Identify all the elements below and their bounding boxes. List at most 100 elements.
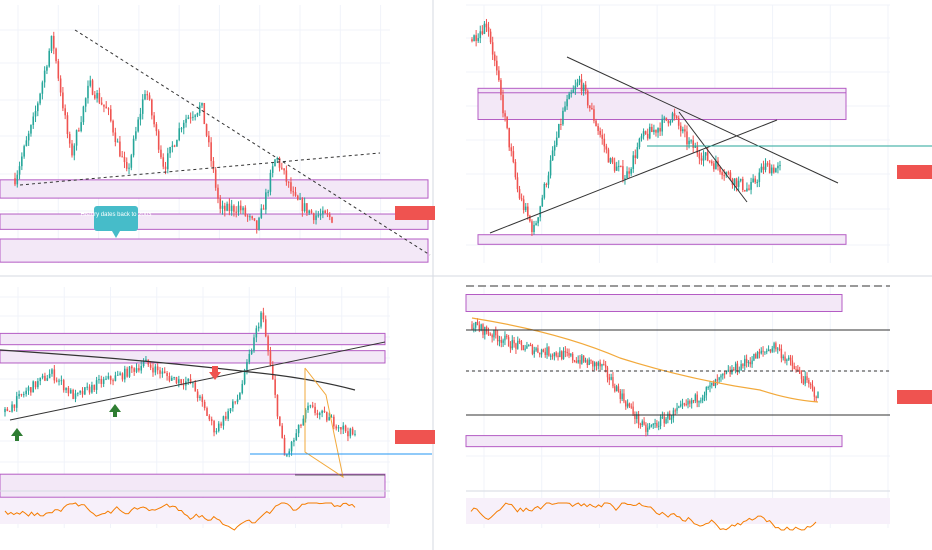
candle (299, 192, 301, 201)
candle-body (344, 425, 347, 432)
candle-body (312, 213, 315, 221)
candle-body (808, 380, 810, 384)
candle (545, 182, 548, 188)
candle-body (123, 156, 126, 163)
candle-body (81, 390, 84, 395)
candle (529, 214, 531, 223)
candle (121, 150, 123, 158)
candle (642, 128, 645, 140)
candle-body (98, 92, 101, 103)
candle (752, 174, 754, 183)
candle (605, 143, 608, 154)
candle-body (727, 172, 730, 174)
candle-body (27, 133, 30, 141)
candle-body (595, 362, 598, 366)
candle (48, 48, 51, 68)
candle (690, 397, 693, 409)
candle (199, 394, 201, 401)
candle (531, 219, 533, 236)
candle-body (87, 85, 89, 99)
candle (65, 387, 67, 394)
candle-body (173, 145, 176, 147)
candle-body (615, 166, 618, 171)
candle (57, 58, 60, 82)
candle-body (203, 401, 206, 409)
candle-body (628, 171, 630, 174)
candle (562, 107, 564, 126)
candle (762, 160, 765, 175)
candle-body (119, 141, 121, 157)
candle-body (764, 163, 767, 170)
candle (725, 371, 728, 375)
candle (520, 193, 523, 202)
candle-body (506, 116, 508, 128)
candle-body (550, 355, 552, 357)
candle (59, 75, 62, 97)
candle (309, 404, 312, 409)
candle (540, 348, 543, 358)
candle-body (709, 385, 711, 388)
candle (729, 170, 732, 181)
candle-body (25, 140, 28, 147)
candle-body (729, 369, 731, 374)
candle (570, 353, 572, 358)
candle (493, 329, 495, 341)
candle (620, 165, 622, 168)
candle (22, 391, 25, 398)
candle-body (670, 417, 673, 420)
candle-body (300, 424, 302, 426)
candle-body (131, 366, 133, 369)
candle (692, 135, 694, 153)
candle-body (718, 377, 720, 380)
abcd-pattern (304, 367, 344, 479)
candle-body (696, 394, 698, 403)
candle (715, 155, 717, 170)
candle-body (315, 215, 317, 221)
candle (707, 385, 709, 390)
candle (192, 111, 194, 121)
candle-body (578, 79, 581, 83)
candle-body (603, 138, 606, 147)
candle-body (722, 373, 724, 376)
candle (151, 98, 153, 120)
candle (574, 79, 577, 95)
candle-body (558, 124, 560, 138)
candle-body (75, 130, 78, 146)
candle (560, 118, 562, 130)
candle-body (271, 365, 274, 380)
candle-body (301, 198, 304, 212)
candle-body (337, 427, 340, 429)
candle (628, 167, 630, 179)
candle-body (703, 395, 706, 398)
candle-body (591, 108, 593, 110)
candle (710, 159, 713, 166)
candle-body (225, 416, 227, 419)
candle (37, 101, 39, 117)
candle (123, 151, 126, 169)
candle-body (582, 84, 585, 92)
candle-body (628, 403, 631, 407)
candle (144, 90, 146, 101)
candle-body (734, 363, 737, 371)
candle (176, 139, 178, 147)
candle (80, 116, 82, 133)
candle-body (612, 377, 614, 387)
candle (692, 399, 695, 404)
candle-body (294, 192, 297, 196)
candle (573, 359, 576, 363)
candle (553, 140, 556, 157)
candle (237, 201, 240, 216)
candle (570, 89, 573, 98)
candle (248, 349, 251, 365)
candle-body (44, 375, 46, 381)
candle (500, 78, 502, 101)
candle-body (756, 181, 759, 183)
candle-body (601, 364, 603, 367)
candle-body (522, 345, 524, 351)
candle (206, 406, 208, 417)
candle-body (274, 379, 276, 395)
candle (493, 51, 496, 67)
candle-body (634, 155, 637, 158)
candle (516, 172, 519, 193)
candle (300, 423, 302, 429)
